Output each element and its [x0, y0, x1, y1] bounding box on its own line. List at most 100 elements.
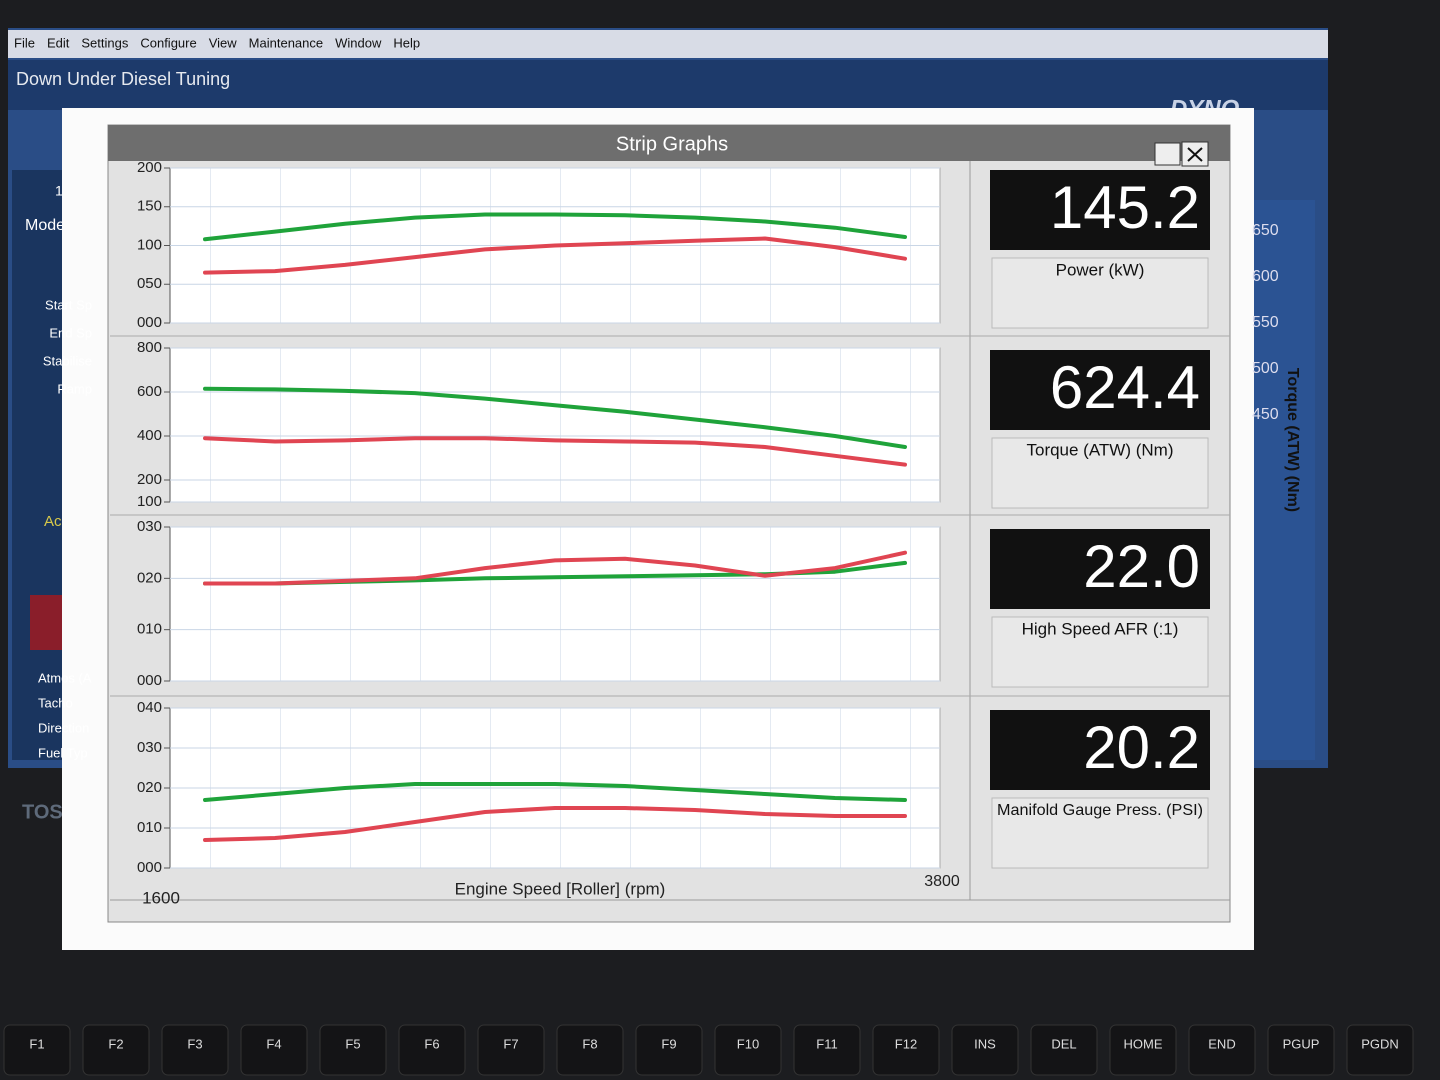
series-line	[203, 806, 907, 842]
y-tick-label: 030	[137, 518, 162, 535]
series-line	[203, 386, 907, 449]
y-tick-label: 200	[137, 159, 162, 176]
key[interactable]	[319, 1024, 387, 1076]
y-tick-label: 000	[137, 314, 162, 331]
side-item[interactable]: Tacho	[38, 695, 73, 710]
side-item: Start Sp	[45, 297, 92, 312]
readout-label: High Speed AFR (:1)	[1022, 619, 1179, 638]
key-label: DEL	[1051, 1036, 1076, 1051]
key[interactable]	[714, 1024, 782, 1076]
series-line	[203, 782, 907, 802]
readout-label: Power (kW)	[1056, 260, 1145, 279]
key-label: F1	[29, 1036, 44, 1051]
window-titlebar	[108, 125, 1230, 161]
plot-area	[169, 526, 941, 682]
key-label: F4	[266, 1036, 281, 1051]
menu-bar	[8, 30, 1328, 58]
readout-label-box	[991, 797, 1209, 869]
key-label: HOME	[1124, 1036, 1163, 1051]
key-label: F10	[737, 1036, 759, 1051]
key[interactable]	[1267, 1024, 1335, 1076]
key[interactable]	[951, 1024, 1019, 1076]
y-tick-label: 020	[137, 569, 162, 586]
y-tick-label: 100	[137, 236, 162, 253]
key-label: PGDN	[1361, 1036, 1399, 1051]
readout-value: 624.4	[1050, 354, 1200, 421]
y-tick-label: 400	[137, 427, 162, 444]
readout-label-box	[991, 257, 1209, 329]
key[interactable]	[240, 1024, 308, 1076]
right-tick: 450	[1252, 406, 1279, 423]
menu-item[interactable]: Settings	[81, 35, 128, 50]
menu-item[interactable]: Configure	[140, 35, 196, 50]
key[interactable]	[872, 1024, 940, 1076]
key[interactable]	[1030, 1024, 1098, 1076]
readout-label: Torque (ATW) (Nm)	[1026, 440, 1173, 459]
key[interactable]	[3, 1024, 71, 1076]
key-label: F5	[345, 1036, 360, 1051]
side-item[interactable]: Atmos (A	[38, 670, 92, 685]
side-item: Stabilise	[43, 353, 92, 368]
menu-item[interactable]: Window	[335, 35, 382, 50]
readout-value: 22.0	[1083, 533, 1200, 600]
key[interactable]	[1188, 1024, 1256, 1076]
key[interactable]	[398, 1024, 466, 1076]
key[interactable]	[161, 1024, 229, 1076]
close-icon	[1187, 147, 1203, 162]
series-line	[203, 212, 907, 242]
key-label: PGUP	[1283, 1036, 1320, 1051]
x-max-label: 3800	[924, 873, 960, 890]
readout-label: Manifold Gauge Press. (PSI)	[997, 802, 1203, 819]
key-label: F6	[424, 1036, 439, 1051]
readout-label-box	[991, 616, 1209, 688]
restore-button[interactable]	[1154, 142, 1181, 166]
key-label: F8	[582, 1036, 597, 1051]
x-axis-label: Engine Speed [Roller] (rpm)	[455, 879, 666, 898]
key-label: F2	[108, 1036, 123, 1051]
readout-box	[990, 529, 1210, 609]
right-tick: 500	[1252, 360, 1279, 377]
key-label: F11	[816, 1036, 837, 1051]
y-tick-label: 200	[137, 471, 162, 488]
side-item[interactable]: Direction	[38, 720, 89, 735]
y-tick-label: 010	[137, 819, 162, 836]
key-label: END	[1208, 1036, 1235, 1051]
menu-item[interactable]: Maintenance	[249, 35, 323, 50]
key[interactable]	[1346, 1024, 1414, 1076]
key[interactable]	[1109, 1024, 1177, 1076]
app-header	[8, 60, 1328, 110]
menu-item[interactable]: Help	[393, 35, 420, 50]
y-tick-label: 010	[137, 621, 162, 638]
key[interactable]	[635, 1024, 703, 1076]
plot-area	[169, 347, 941, 503]
y-tick-label: 040	[137, 699, 162, 716]
y-tick-label: 030	[137, 739, 162, 756]
series-line	[203, 436, 907, 467]
right-tick: 550	[1252, 314, 1279, 331]
readout-value: 145.2	[1050, 174, 1200, 241]
key[interactable]	[82, 1024, 150, 1076]
menu-item[interactable]: View	[209, 35, 238, 50]
key[interactable]	[793, 1024, 861, 1076]
right-tick: 650	[1252, 222, 1279, 239]
key[interactable]	[556, 1024, 624, 1076]
side-item[interactable]: Fuel Typ	[38, 745, 88, 760]
menu-item[interactable]: Edit	[47, 35, 70, 50]
key-label: F3	[187, 1036, 202, 1051]
x-min-label: 1600	[142, 888, 180, 907]
readout-box	[990, 350, 1210, 430]
key-label: F9	[661, 1036, 676, 1051]
series-line	[203, 550, 907, 586]
readout-box	[990, 170, 1210, 250]
y-tick-label: 100	[137, 493, 162, 510]
window-title: Strip Graphs	[616, 133, 728, 155]
mode-label: Mode	[25, 217, 65, 234]
y-tick-label: 020	[137, 779, 162, 796]
side-item: Ramp	[57, 381, 92, 396]
menu-item[interactable]: File	[14, 35, 35, 50]
right-tick: 600	[1252, 268, 1279, 285]
right-axis-label: Torque (ATW) (Nm)	[1284, 368, 1301, 512]
y-tick-label: 000	[137, 859, 162, 876]
y-tick-label: 050	[137, 275, 162, 292]
key[interactable]	[477, 1024, 545, 1076]
